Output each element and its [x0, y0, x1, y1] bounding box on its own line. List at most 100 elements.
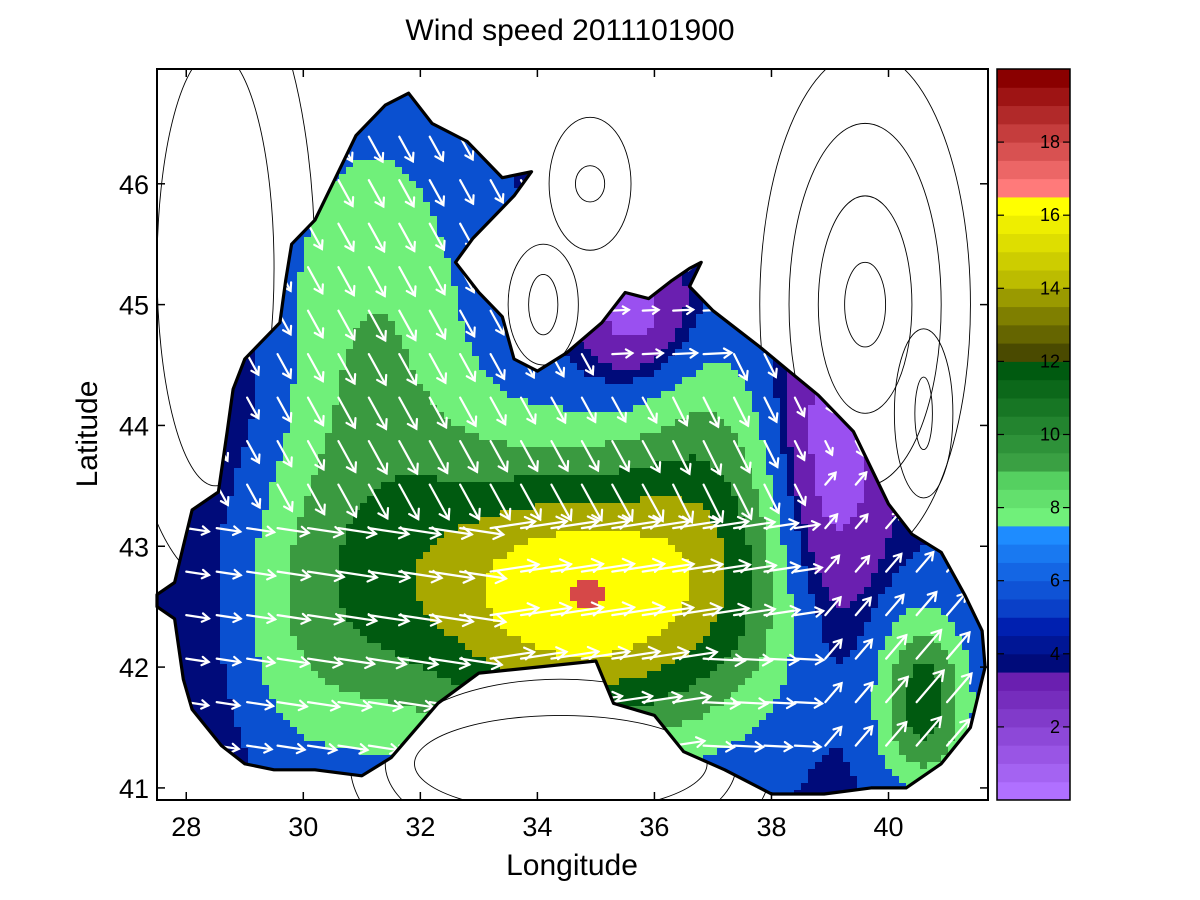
- field-cell: [304, 461, 312, 469]
- field-cell: [241, 580, 249, 588]
- field-cell: [409, 608, 417, 616]
- field-cell: [402, 377, 410, 385]
- field-cell: [472, 447, 480, 455]
- field-cell: [395, 454, 403, 462]
- field-cell: [241, 363, 249, 371]
- field-cell: [332, 510, 340, 518]
- field-cell: [388, 174, 396, 182]
- field-cell: [325, 573, 333, 581]
- field-cell: [444, 223, 452, 231]
- field-cell: [332, 636, 340, 644]
- field-cell: [388, 608, 396, 616]
- field-cell: [458, 412, 466, 420]
- field-cell: [311, 482, 319, 490]
- field-cell: [346, 174, 354, 182]
- field-cell: [402, 706, 410, 714]
- field-cell: [297, 328, 305, 336]
- field-cell: [325, 447, 333, 455]
- field-cell: [409, 265, 417, 273]
- field-cell: [227, 538, 235, 546]
- field-cell: [402, 727, 410, 735]
- field-cell: [227, 426, 235, 434]
- field-cell: [451, 559, 459, 567]
- field-cell: [395, 104, 403, 112]
- field-cell: [402, 454, 410, 462]
- field-cell: [346, 335, 354, 343]
- field-cell: [472, 615, 480, 623]
- field-cell: [199, 608, 207, 616]
- field-cell: [451, 370, 459, 378]
- field-cell: [416, 517, 424, 525]
- field-cell: [269, 566, 277, 574]
- field-cell: [367, 153, 375, 161]
- field-cell: [339, 692, 347, 700]
- field-cell: [304, 594, 312, 602]
- field-cell: [409, 587, 417, 595]
- field-cell: [206, 664, 214, 672]
- field-cell: [332, 538, 340, 546]
- field-cell: [332, 475, 340, 483]
- field-cell: [360, 258, 368, 266]
- field-cell: [185, 643, 193, 651]
- field-cell: [241, 468, 249, 476]
- field-cell: [395, 286, 403, 294]
- field-cell: [318, 454, 326, 462]
- field-cell: [423, 230, 431, 238]
- field-cell: [353, 384, 361, 392]
- field-cell: [234, 720, 242, 728]
- field-cell: [297, 713, 305, 721]
- field-cell: [269, 377, 277, 385]
- field-cell: [213, 720, 221, 728]
- field-cell: [381, 398, 389, 406]
- field-cell: [276, 489, 284, 497]
- field-cell: [479, 531, 487, 539]
- field-cell: [220, 552, 228, 560]
- field-cell: [262, 713, 270, 721]
- field-cell: [367, 650, 375, 658]
- land-contour: [507, 243, 579, 366]
- field-cell: [227, 692, 235, 700]
- field-cell: [409, 517, 417, 525]
- field-cell: [346, 293, 354, 301]
- field-cell: [283, 363, 291, 371]
- field-cell: [262, 629, 270, 637]
- field-cell: [486, 188, 494, 196]
- field-cell: [472, 531, 480, 539]
- field-cell: [472, 538, 480, 546]
- field-cell: [297, 377, 305, 385]
- field-cell: [430, 335, 438, 343]
- field-cell: [269, 755, 277, 763]
- field-cell: [374, 195, 382, 203]
- field-cell: [262, 573, 270, 581]
- field-cell: [367, 342, 375, 350]
- field-cell: [444, 300, 452, 308]
- field-cell: [325, 643, 333, 651]
- field-cell: [269, 741, 277, 749]
- field-cell: [311, 517, 319, 525]
- field-cell: [269, 692, 277, 700]
- field-cell: [409, 398, 417, 406]
- field-cell: [248, 734, 256, 742]
- field-cell: [241, 622, 249, 630]
- field-cell: [255, 496, 263, 504]
- field-cell: [325, 622, 333, 630]
- field-cell: [409, 545, 417, 553]
- field-cell: [185, 538, 193, 546]
- field-cell: [395, 349, 403, 357]
- field-cell: [374, 489, 382, 497]
- field-cell: [479, 601, 487, 609]
- field-cell: [178, 587, 186, 595]
- field-cell: [437, 545, 445, 553]
- field-cell: [297, 251, 305, 259]
- field-cell: [402, 251, 410, 259]
- field-cell: [388, 181, 396, 189]
- field-cell: [479, 538, 487, 546]
- field-cell: [367, 685, 375, 693]
- field-cell: [416, 237, 424, 245]
- field-cell: [297, 531, 305, 539]
- field-cell: [353, 440, 361, 448]
- field-cell: [290, 552, 298, 560]
- field-cell: [416, 300, 424, 308]
- field-cell: [423, 209, 431, 217]
- field-cell: [276, 510, 284, 518]
